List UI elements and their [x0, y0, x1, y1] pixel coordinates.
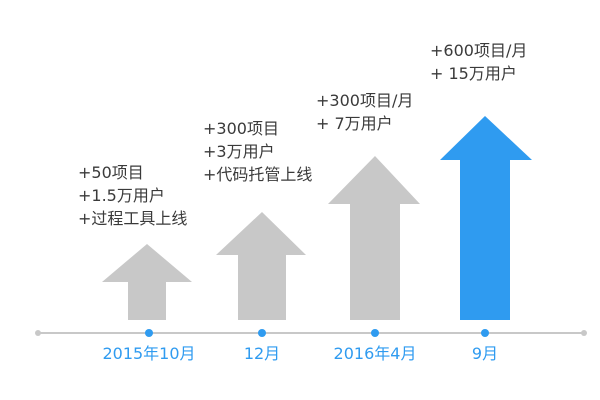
- milestone-3-note-1: +300项目/月: [316, 91, 414, 110]
- timeline-dot-1: [145, 329, 153, 337]
- growth-arrow-2: [216, 212, 306, 320]
- milestone-4-notes: +600项目/月 + 15万用户: [430, 39, 527, 85]
- milestone-3-note-2: + 7万用户: [316, 114, 393, 133]
- timeline-start-cap: [35, 330, 41, 336]
- milestone-2-note-3: +代码托管上线: [203, 165, 313, 184]
- milestone-1-note-2: +1.5万用户: [78, 186, 165, 205]
- milestone-1-note-3: +过程工具上线: [78, 209, 188, 228]
- milestone-3-date: 2016年4月: [333, 344, 417, 363]
- timeline-dot-2: [258, 329, 266, 337]
- milestone-1-notes: +50项目 +1.5万用户 +过程工具上线: [78, 161, 187, 230]
- timeline-dot-4: [481, 329, 489, 337]
- milestone-1-date: 2015年10月: [102, 344, 196, 363]
- milestone-4-note-1: +600项目/月: [430, 41, 528, 60]
- milestone-1-note-1: +50项目: [78, 163, 144, 182]
- timeline-dot-3: [371, 329, 379, 337]
- milestone-2-date: 12月: [243, 344, 281, 363]
- milestone-2-note-1: +300项目: [203, 119, 279, 138]
- milestone-4-note-2: + 15万用户: [430, 64, 517, 83]
- milestone-2-note-2: +3万用户: [203, 142, 275, 161]
- milestone-4-date: 9月: [471, 344, 499, 363]
- milestone-2-notes: +300项目 +3万用户 +代码托管上线: [203, 117, 312, 186]
- milestone-3-notes: +300项目/月 + 7万用户: [316, 89, 413, 135]
- growth-arrow-4: [440, 116, 532, 320]
- growth-arrow-1: [102, 244, 192, 320]
- timeline-end-cap: [581, 330, 587, 336]
- growth-arrow-3: [328, 156, 420, 320]
